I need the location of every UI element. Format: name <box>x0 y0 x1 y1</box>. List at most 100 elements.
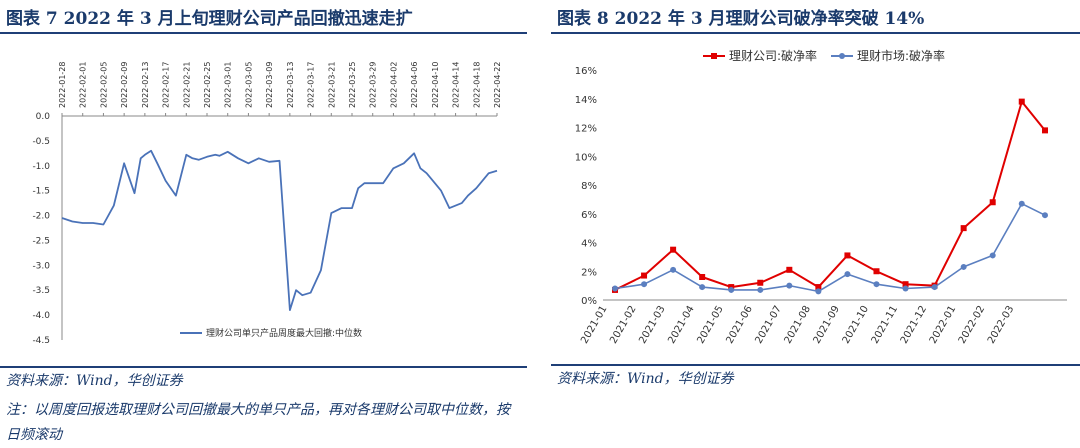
right-y-tick-label: 0% <box>581 296 597 307</box>
right-market-point <box>786 282 793 289</box>
left-source: 资料来源：Wind，华创证券 <box>6 373 183 389</box>
left-y-tick-label: -4.5 <box>32 336 50 346</box>
right-y-tick-label: 16% <box>575 66 597 77</box>
right-company-point <box>699 274 706 280</box>
left-x-tick-label: 2022-03-09 <box>265 62 274 109</box>
right-market-point <box>902 285 909 292</box>
right-legend-company-marker <box>711 53 717 59</box>
right-legend-company-label: 理财公司:破净率 <box>729 48 817 63</box>
left-series-line <box>61 149 498 312</box>
left-x-tick-label: 2022-02-09 <box>120 62 129 109</box>
right-market-point <box>728 286 735 293</box>
left-x-tick-label: 2022-02-01 <box>79 62 88 109</box>
right-market-point <box>931 284 938 291</box>
right-x-tick-label: 2021-07 <box>753 304 783 346</box>
left-y-tick-label: -4.0 <box>32 311 50 321</box>
left-x-tick-label: 2022-04-06 <box>410 62 419 109</box>
left-x-tick-label: 2022-03-13 <box>286 62 295 109</box>
right-company-point <box>641 272 648 279</box>
right-market-point <box>612 285 618 292</box>
left-x-tick-label: 2022-02-05 <box>99 62 108 109</box>
right-x-tick-label: 2021-08 <box>783 304 813 346</box>
left-x-tick-label: 2022-03-17 <box>307 62 316 109</box>
left-note: 注：以周度回报选取理财公司回撤最大的单只产品，再对各理财公司取中位数，按日频滚动 <box>6 402 510 443</box>
right-y-tick-label: 10% <box>575 152 597 163</box>
right-market-point <box>699 284 706 291</box>
right-x-tick-label: 2022-02 <box>957 304 987 346</box>
right-figure-panel: 图表 8 2022 年 3 月理财公司破净率突破 14% 0% 2% 4% 6% 8% 1… <box>551 0 1080 445</box>
left-x-tick-label: 2022-03-01 <box>224 62 233 109</box>
left-y-tick-label: 0.0 <box>36 112 51 122</box>
right-x-tick-label: 2021-02 <box>608 304 638 346</box>
right-company-point <box>757 279 764 286</box>
left-y-tick-label: -3.5 <box>32 286 50 296</box>
right-market-point <box>641 281 648 288</box>
right-company-point <box>1042 127 1048 134</box>
right-x-tick-label: 2021-05 <box>695 304 725 346</box>
left-legend-label: 理财公司单只产品周度最大回撤:中位数 <box>206 327 362 339</box>
left-y-tick-label: -1.5 <box>32 187 50 197</box>
right-company-point <box>815 284 822 291</box>
right-company-point <box>786 266 793 273</box>
left-x-tick-label: 2022-04-18 <box>472 62 481 109</box>
right-company-point <box>873 268 880 275</box>
left-drawdown-chart: 0.0 -0.5 -1.0 -1.5 -2.0 -2.5 -3.0 -3.5 -4.0 -4.5 2… <box>32 62 502 347</box>
right-company-point <box>902 281 909 288</box>
left-x-tick-label: 2022-02-17 <box>162 62 171 109</box>
right-market-point <box>757 286 764 293</box>
left-x-tick-label: 2022-04-22 <box>493 62 502 109</box>
left-x-tick-label: 2022-02-25 <box>203 62 212 109</box>
left-figure-panel: 图表 7 2022 年 3 月上旬理财公司产品回撤迅速走扩 0.0 -0.5 -1.… <box>0 0 527 445</box>
left-x-tick-label: 2022-04-02 <box>389 62 398 109</box>
right-series-company-line <box>614 100 1046 291</box>
right-legend-market-marker <box>839 53 845 59</box>
right-x-tick-label: 2021-10 <box>841 304 871 346</box>
right-market-point <box>844 271 851 278</box>
right-market-point <box>1042 212 1048 219</box>
right-market-point <box>670 266 677 273</box>
right-x-tick-label: 2022-03 <box>986 304 1016 346</box>
right-market-point <box>960 263 967 270</box>
right-series-market-line <box>614 202 1046 293</box>
right-y-tick-label: 8% <box>581 181 597 192</box>
right-x-tick-label: 2021-09 <box>812 304 842 346</box>
right-x-tick-label: 2021-03 <box>637 304 667 346</box>
right-company-point <box>1018 98 1025 105</box>
right-company-point <box>670 246 677 253</box>
left-x-tick-label: 2022-01-28 <box>58 62 67 109</box>
right-x-tick-label: 2021-04 <box>666 304 696 346</box>
left-y-tick-label: -3.0 <box>32 261 50 271</box>
right-y-tick-label: 6% <box>581 210 597 221</box>
left-x-tick-label: 2022-02-21 <box>182 62 191 109</box>
right-market-point <box>815 288 822 295</box>
right-x-tick-label: 2022-01 <box>928 304 958 346</box>
left-bottom-rule <box>0 366 527 368</box>
right-y-tick-label: 2% <box>581 267 597 278</box>
right-y-tick-label: 12% <box>575 124 597 135</box>
left-x-tick-label: 2022-03-25 <box>348 62 357 109</box>
right-company-point <box>989 199 996 206</box>
right-legend-market-label: 理财市场:破净率 <box>857 48 945 63</box>
right-break-rate-chart: 0%2%4%6%8%10%12%14%16%2021-012021-022021… <box>575 48 1067 346</box>
left-y-tick-label: -1.0 <box>32 162 50 172</box>
left-x-tick-label: 2022-03-05 <box>244 62 253 109</box>
right-market-point <box>873 281 880 288</box>
right-y-tick-label: 4% <box>581 239 597 250</box>
right-y-tick-label: 14% <box>575 95 597 106</box>
right-bottom-rule <box>551 364 1080 366</box>
left-title-rule <box>0 32 527 34</box>
left-x-tick-label: 2022-03-29 <box>369 62 378 109</box>
left-y-tick-label: -2.5 <box>32 236 50 246</box>
left-x-tick-label: 2022-04-10 <box>431 62 440 109</box>
right-x-tick-label: 2021-11 <box>870 304 900 346</box>
left-x-tick-label: 2022-02-13 <box>141 62 150 109</box>
left-x-tick-label: 2022-04-14 <box>452 62 461 109</box>
right-company-point <box>844 252 851 259</box>
left-y-tick-label: -0.5 <box>32 137 50 147</box>
right-market-point <box>989 252 996 259</box>
left-y-tick-label: -2.0 <box>32 212 50 222</box>
right-market-point <box>1018 200 1025 207</box>
right-company-point <box>960 225 967 232</box>
right-x-tick-label: 2021-01 <box>579 304 609 346</box>
right-x-tick-label: 2021-06 <box>724 304 754 346</box>
